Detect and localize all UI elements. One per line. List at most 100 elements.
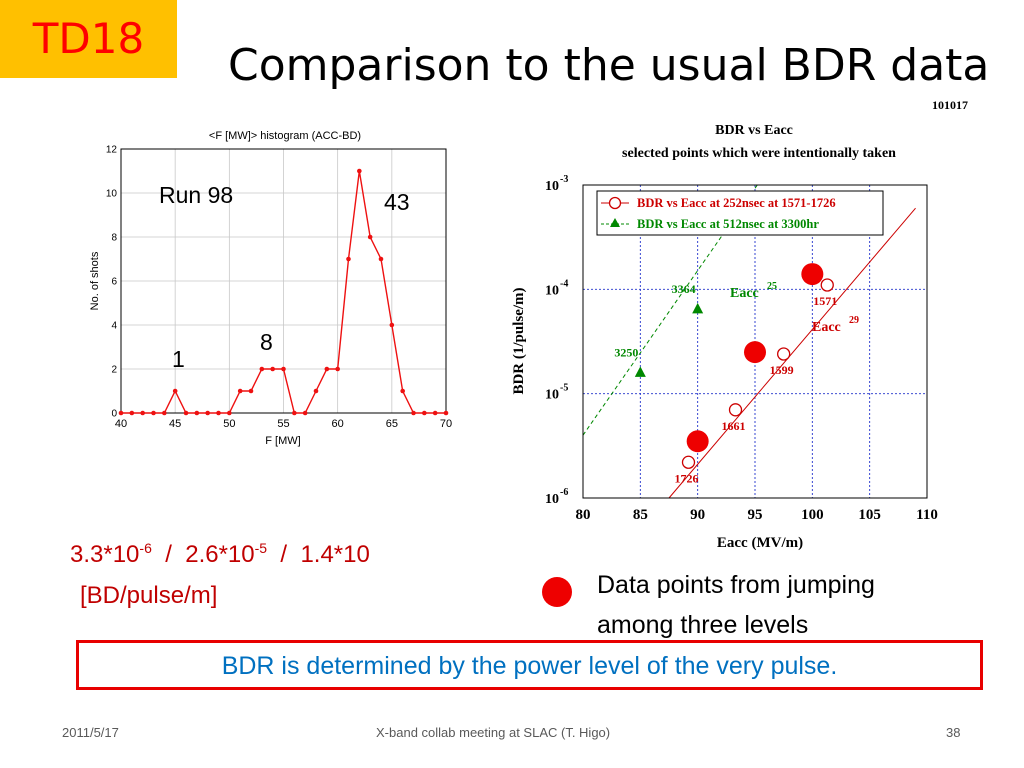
count-8-label: 8 — [260, 329, 273, 355]
histogram-point — [324, 366, 330, 372]
bdr-value-3: 1.4*10 — [300, 541, 370, 568]
bdr-grid — [583, 185, 927, 498]
histogram-point — [237, 388, 243, 394]
bdr-ytick-exponent: -6 — [560, 487, 568, 498]
histogram-point — [443, 410, 449, 416]
count-43-label: 43 — [384, 189, 410, 215]
slide-tag-label: TD18 — [32, 14, 145, 63]
conclusion-box — [76, 640, 983, 690]
bdr-point-label: 3364 — [672, 282, 696, 296]
bdr-fit-exponent: 25 — [767, 281, 777, 292]
bdr-value-1-exp: -6 — [139, 540, 152, 556]
histogram-xtick-label: 50 — [223, 418, 235, 430]
histogram-chart: <F [MW]> histogram (ACC-BD) 40 45 50 55 60 65… — [89, 130, 452, 447]
bdr-ytick-exponent: -4 — [560, 278, 568, 289]
bdr-ytick-exponent: -3 — [560, 174, 568, 185]
footer-date: 2011/5/17 — [62, 725, 119, 740]
histogram-xtick-label: 40 — [115, 418, 127, 430]
histogram-point — [118, 410, 124, 416]
bdr-xlabel: Eacc (MV/m) — [717, 535, 803, 551]
bdr-xtick-label: 95 — [748, 507, 763, 523]
histogram-point — [357, 168, 362, 174]
histogram-point — [400, 388, 405, 394]
histogram-point — [248, 388, 254, 394]
slide-title: Comparison to the usual BDR data — [228, 40, 990, 91]
conclusion-text: BDR is determined by the power level of … — [221, 652, 838, 680]
bdr-legend-marker-512nsec — [610, 218, 620, 227]
histogram-points — [118, 168, 449, 416]
histogram-point — [432, 410, 438, 416]
bdr-point-252nsec — [777, 347, 791, 361]
histogram-point — [281, 366, 286, 372]
histogram-ytick-label: 6 — [111, 277, 117, 288]
histogram-point — [172, 388, 178, 394]
histogram-point — [259, 366, 265, 372]
bdr-value-1: 3.3*10 — [70, 541, 140, 568]
histogram-ytick-label: 12 — [106, 145, 118, 156]
histogram-xtick-label: 65 — [386, 418, 398, 430]
jump-points-note: Data points from jumping among three lev… — [597, 565, 977, 645]
histogram-point — [227, 410, 232, 416]
bdr-fit-exponent: 29 — [849, 315, 859, 326]
histogram-point — [270, 366, 275, 372]
bdr-point-label: 1571 — [813, 294, 837, 308]
bdr-point-252nsec — [681, 455, 696, 469]
bdr-ytick-label: 10 — [545, 492, 559, 507]
bdr-point-jump — [801, 263, 824, 286]
histogram-ytick-label: 4 — [111, 321, 117, 332]
run-label: Run 98 — [159, 182, 233, 208]
bdr-chart-title: BDR vs Eacc — [715, 123, 793, 138]
bdr-legend: BDR vs Eacc at 252nsec at 1571-1726 BDR v… — [596, 190, 884, 236]
histogram-point — [346, 256, 351, 262]
bdr-point-label: 3250 — [614, 345, 638, 359]
bdr-value-2-exp: -5 — [254, 540, 268, 556]
histogram-point — [162, 410, 167, 416]
bdr-xtick-label: 100 — [801, 507, 824, 523]
bdr-ytick-label: 10 — [545, 179, 559, 194]
histogram-xtick-label: 45 — [169, 418, 181, 430]
bdr-legend-label-512nsec: BDR vs Eacc at 512nsec at 3300hr — [637, 217, 819, 231]
histogram-ytick-label: 10 — [106, 189, 118, 200]
bdr-xtick-label: 105 — [858, 507, 881, 523]
bdr-point-jump — [744, 341, 766, 364]
histogram-point — [389, 322, 395, 328]
histogram-ytick-label: 8 — [111, 233, 117, 244]
histogram-point — [151, 410, 156, 416]
bdr-ytick-label: 10 — [545, 388, 559, 403]
jump-points-marker-icon — [542, 577, 572, 607]
slide-tag: TD18 — [0, 0, 177, 78]
bdr-point-jump — [686, 430, 709, 453]
histogram-point — [422, 410, 427, 416]
jump-points-note-line-1: Data points from jumping — [597, 571, 875, 599]
bdr-xtick-label: 90 — [690, 507, 705, 523]
histogram-point — [302, 410, 308, 416]
histogram-ticks: 40 45 50 55 60 65 70 0 2 4 6 8 10 12 — [106, 145, 452, 431]
histogram-point — [313, 388, 319, 394]
bdr-ylabel: BDR (1/pulse/m) — [511, 287, 527, 394]
bdr-chart-subtitle: selected points which were intentionally… — [622, 146, 896, 161]
bdr-value-2: 2.6*10 — [185, 541, 255, 568]
histogram-xtick-label: 60 — [332, 418, 344, 430]
bdr-legend-box — [596, 190, 884, 236]
jump-points-note-line-2: among three levels — [597, 611, 809, 639]
bdr-legend-marker-252nsec — [608, 196, 622, 210]
histogram-title: <F [MW]> histogram (ACC-BD) — [209, 130, 361, 142]
bdr-xtick-label: 85 — [633, 507, 648, 523]
bdr-separator-2: / — [280, 541, 288, 568]
bdr-fit-label: Eacc — [812, 320, 841, 335]
bdr-points: 1726 1661 1599 1571 3250 3364 — [614, 263, 837, 485]
bdr-xtick-label: 110 — [916, 507, 938, 523]
bdr-point-512nsec — [634, 366, 646, 377]
histogram-point — [367, 234, 373, 240]
bdr-ytick-exponent: -5 — [560, 383, 568, 394]
histogram-xlabel: F [MW] — [265, 435, 300, 447]
histogram-point — [292, 410, 297, 416]
histogram-point — [335, 366, 340, 372]
histogram-point — [140, 410, 145, 416]
bdr-point-512nsec — [692, 302, 704, 314]
footer-center: X-band collab meeting at SLAC (T. Higo) — [376, 725, 611, 740]
bdr-point-label: 1726 — [674, 471, 698, 485]
histogram-point — [216, 410, 221, 416]
histogram-point — [411, 410, 416, 416]
